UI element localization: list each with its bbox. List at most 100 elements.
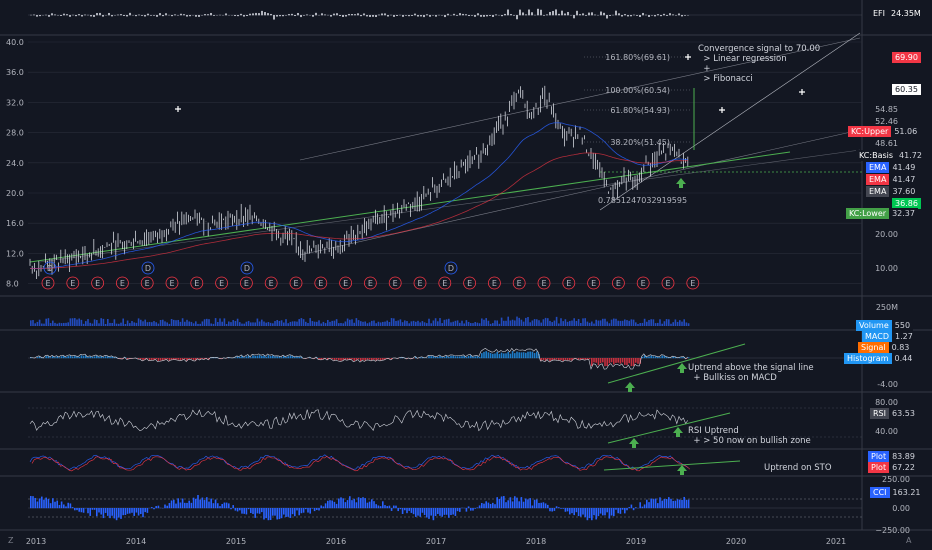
sto-pane (29, 454, 741, 475)
volume-bar (129, 323, 131, 326)
efi-bar (60, 15, 62, 16)
sto-legend-item-value: 83.89 (889, 451, 918, 462)
macd-histogram-bar (514, 353, 516, 359)
efi-bar (477, 13, 479, 16)
cci-bar (135, 508, 138, 513)
cci-bar (507, 500, 509, 509)
cci-bar (74, 508, 76, 511)
macd-histogram-bar (320, 358, 322, 360)
cci-bar (630, 504, 633, 509)
macd-histogram-bar (283, 355, 285, 359)
macd-histogram-bar (111, 356, 113, 359)
volume-bar (69, 318, 72, 326)
cci-bar (177, 498, 179, 509)
macd-histogram-bar (142, 358, 144, 361)
volume-bar (615, 318, 617, 326)
efi-bar (207, 14, 209, 16)
annotation-sto: Uptrend on STO (764, 463, 832, 473)
cci-bar (362, 497, 364, 509)
macd-histogram-bar (375, 358, 377, 361)
volume-bar (96, 320, 98, 326)
macd-histogram-bar (604, 358, 606, 367)
auto-scale-toggle[interactable]: A (906, 536, 912, 545)
cci-bar (261, 508, 263, 513)
volume-bar (626, 320, 628, 326)
sto-d-line (31, 455, 691, 472)
efi-bar (237, 15, 239, 17)
macd-histogram-bar (146, 358, 149, 359)
macd-histogram-bar (646, 356, 648, 359)
earnings-marker (413, 276, 427, 290)
volume-bar (494, 320, 496, 326)
price-legend-item-value: 36.86 (892, 198, 921, 209)
cci-bar (151, 507, 153, 509)
cci-bar (133, 508, 135, 516)
volume-bar (676, 321, 679, 326)
cci-bar (122, 508, 124, 516)
macd-histogram-bar (533, 353, 536, 359)
volume-bar (338, 323, 340, 326)
earnings-marker-circle (438, 276, 452, 290)
cci-bar (582, 508, 584, 515)
cci-bar (434, 508, 437, 517)
macd-histogram-bar (287, 356, 289, 359)
efi-bar (210, 12, 212, 16)
volume-bar (439, 318, 441, 326)
volume-bar (509, 320, 512, 326)
macd-histogram-bar (551, 358, 553, 361)
volume-bar (659, 319, 661, 326)
cci-pane (28, 495, 862, 521)
earnings-marker-circle (66, 276, 80, 290)
cci-bar (641, 506, 644, 509)
cci-tick-label: −250.00 (875, 526, 910, 535)
rsi-legend: RSI 63.53 (870, 408, 918, 419)
volume-bar (109, 322, 111, 326)
macd-legend-item: MACD 1.27 (862, 331, 916, 342)
efi-bar (474, 15, 476, 17)
efi-bar (54, 14, 56, 16)
macd-histogram-bar (85, 355, 87, 359)
macd-histogram-bar (201, 358, 204, 359)
volume-bar (252, 322, 254, 326)
volume-bar (131, 321, 133, 326)
volume-bar (203, 319, 206, 326)
efi-bar (96, 13, 98, 16)
cci-bar (443, 508, 446, 515)
macd-histogram-bar (602, 358, 604, 363)
macd-histogram-bar (252, 355, 254, 359)
sto-k-line (29, 454, 689, 470)
volume-bar (610, 319, 613, 326)
volume-bar (49, 323, 52, 326)
cci-bar (566, 508, 569, 512)
price-tick-label: 20.0 (6, 189, 24, 198)
efi-bar (312, 15, 314, 17)
volume-bar (267, 322, 270, 326)
macd-histogram-bar (382, 358, 384, 360)
volume-bar (146, 322, 149, 326)
volume-bar (679, 320, 681, 326)
volume-bar (274, 321, 276, 326)
efi-bar (39, 15, 41, 17)
macd-histogram-bar (465, 356, 468, 359)
volume-bar (476, 322, 479, 326)
log-scale-toggle[interactable]: Z (8, 536, 14, 545)
cci-bar (241, 508, 243, 514)
macd-histogram-bar (430, 356, 432, 359)
efi-bar (120, 14, 122, 16)
volume-bar (514, 320, 516, 326)
cci-bar (445, 508, 448, 515)
macd-histogram-bar (234, 357, 237, 359)
cci-bar (115, 508, 118, 521)
volume-bar (71, 318, 74, 326)
macd-histogram-bar (445, 355, 448, 359)
volume-bar (122, 318, 124, 326)
cci-bar (225, 502, 228, 509)
earnings-marker-letter: E (45, 279, 50, 288)
cci-bar (668, 497, 670, 509)
macd-histogram-bar (144, 358, 146, 360)
cci-bar (263, 508, 265, 520)
volume-bar (311, 321, 314, 326)
cci-bar (575, 508, 578, 513)
cci-bar (144, 508, 146, 513)
